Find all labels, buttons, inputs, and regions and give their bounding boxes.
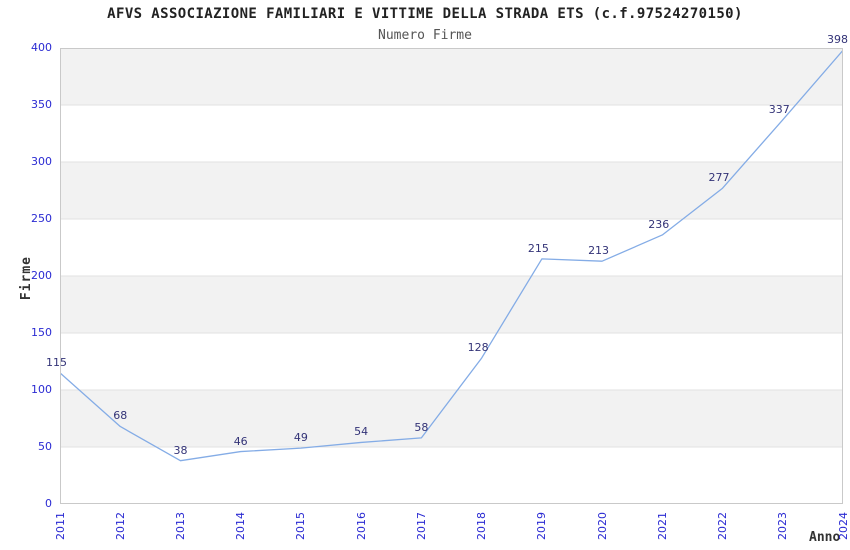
data-label: 46 xyxy=(233,434,248,448)
y-tick-label: 250 xyxy=(31,212,52,225)
data-label: 38 xyxy=(173,443,188,457)
x-tick-label: 2019 xyxy=(535,512,549,540)
x-tick-label: 2020 xyxy=(595,512,609,540)
data-label: 236 xyxy=(648,217,670,231)
data-label: 213 xyxy=(588,244,610,258)
data-label: 115 xyxy=(46,355,67,369)
data-label: 398 xyxy=(827,33,848,47)
x-tick-label: 2021 xyxy=(655,512,669,540)
data-label: 277 xyxy=(708,171,730,185)
data-label: 68 xyxy=(113,409,128,423)
band-stripe xyxy=(60,276,843,333)
data-label: 58 xyxy=(414,420,429,434)
y-tick-label: 100 xyxy=(31,383,52,396)
y-tick-label: 150 xyxy=(31,326,52,339)
series-line xyxy=(60,49,843,462)
x-tick-label: 2024 xyxy=(836,512,850,540)
data-label: 128 xyxy=(467,341,489,355)
x-tick-label: 2011 xyxy=(53,512,67,540)
y-tick-label: 350 xyxy=(31,98,52,111)
data-label: 215 xyxy=(527,241,549,255)
band-stripe xyxy=(60,162,843,219)
x-tick-label: 2013 xyxy=(173,512,187,540)
band-stripe xyxy=(60,390,843,447)
x-tick-label: 2022 xyxy=(716,512,730,540)
x-tick-label: 2016 xyxy=(354,512,368,540)
plot-area xyxy=(60,48,843,504)
chart-title: AFVS ASSOCIAZIONE FAMILIARI E VITTIME DE… xyxy=(107,6,743,22)
x-tick-label: 2017 xyxy=(414,512,428,540)
y-tick-label: 50 xyxy=(38,440,52,453)
line-chart-svg xyxy=(60,48,843,504)
x-axis-title: Anno xyxy=(809,530,841,545)
chart-subtitle: Numero Firme xyxy=(378,28,472,43)
data-label: 49 xyxy=(293,431,308,445)
x-tick-label: 2015 xyxy=(294,512,308,540)
x-tick-label: 2023 xyxy=(776,512,790,540)
y-tick-label: 200 xyxy=(31,269,52,282)
data-label: 54 xyxy=(354,425,369,439)
x-tick-label: 2014 xyxy=(234,512,248,540)
data-label: 337 xyxy=(768,102,790,116)
plot-border xyxy=(60,48,843,504)
y-tick-label: 300 xyxy=(31,155,52,168)
x-tick-label: 2012 xyxy=(113,512,127,540)
y-tick-label: 0 xyxy=(45,497,52,510)
y-tick-label: 400 xyxy=(31,41,52,54)
x-tick-label: 2018 xyxy=(475,512,489,540)
band-stripe xyxy=(60,48,843,105)
